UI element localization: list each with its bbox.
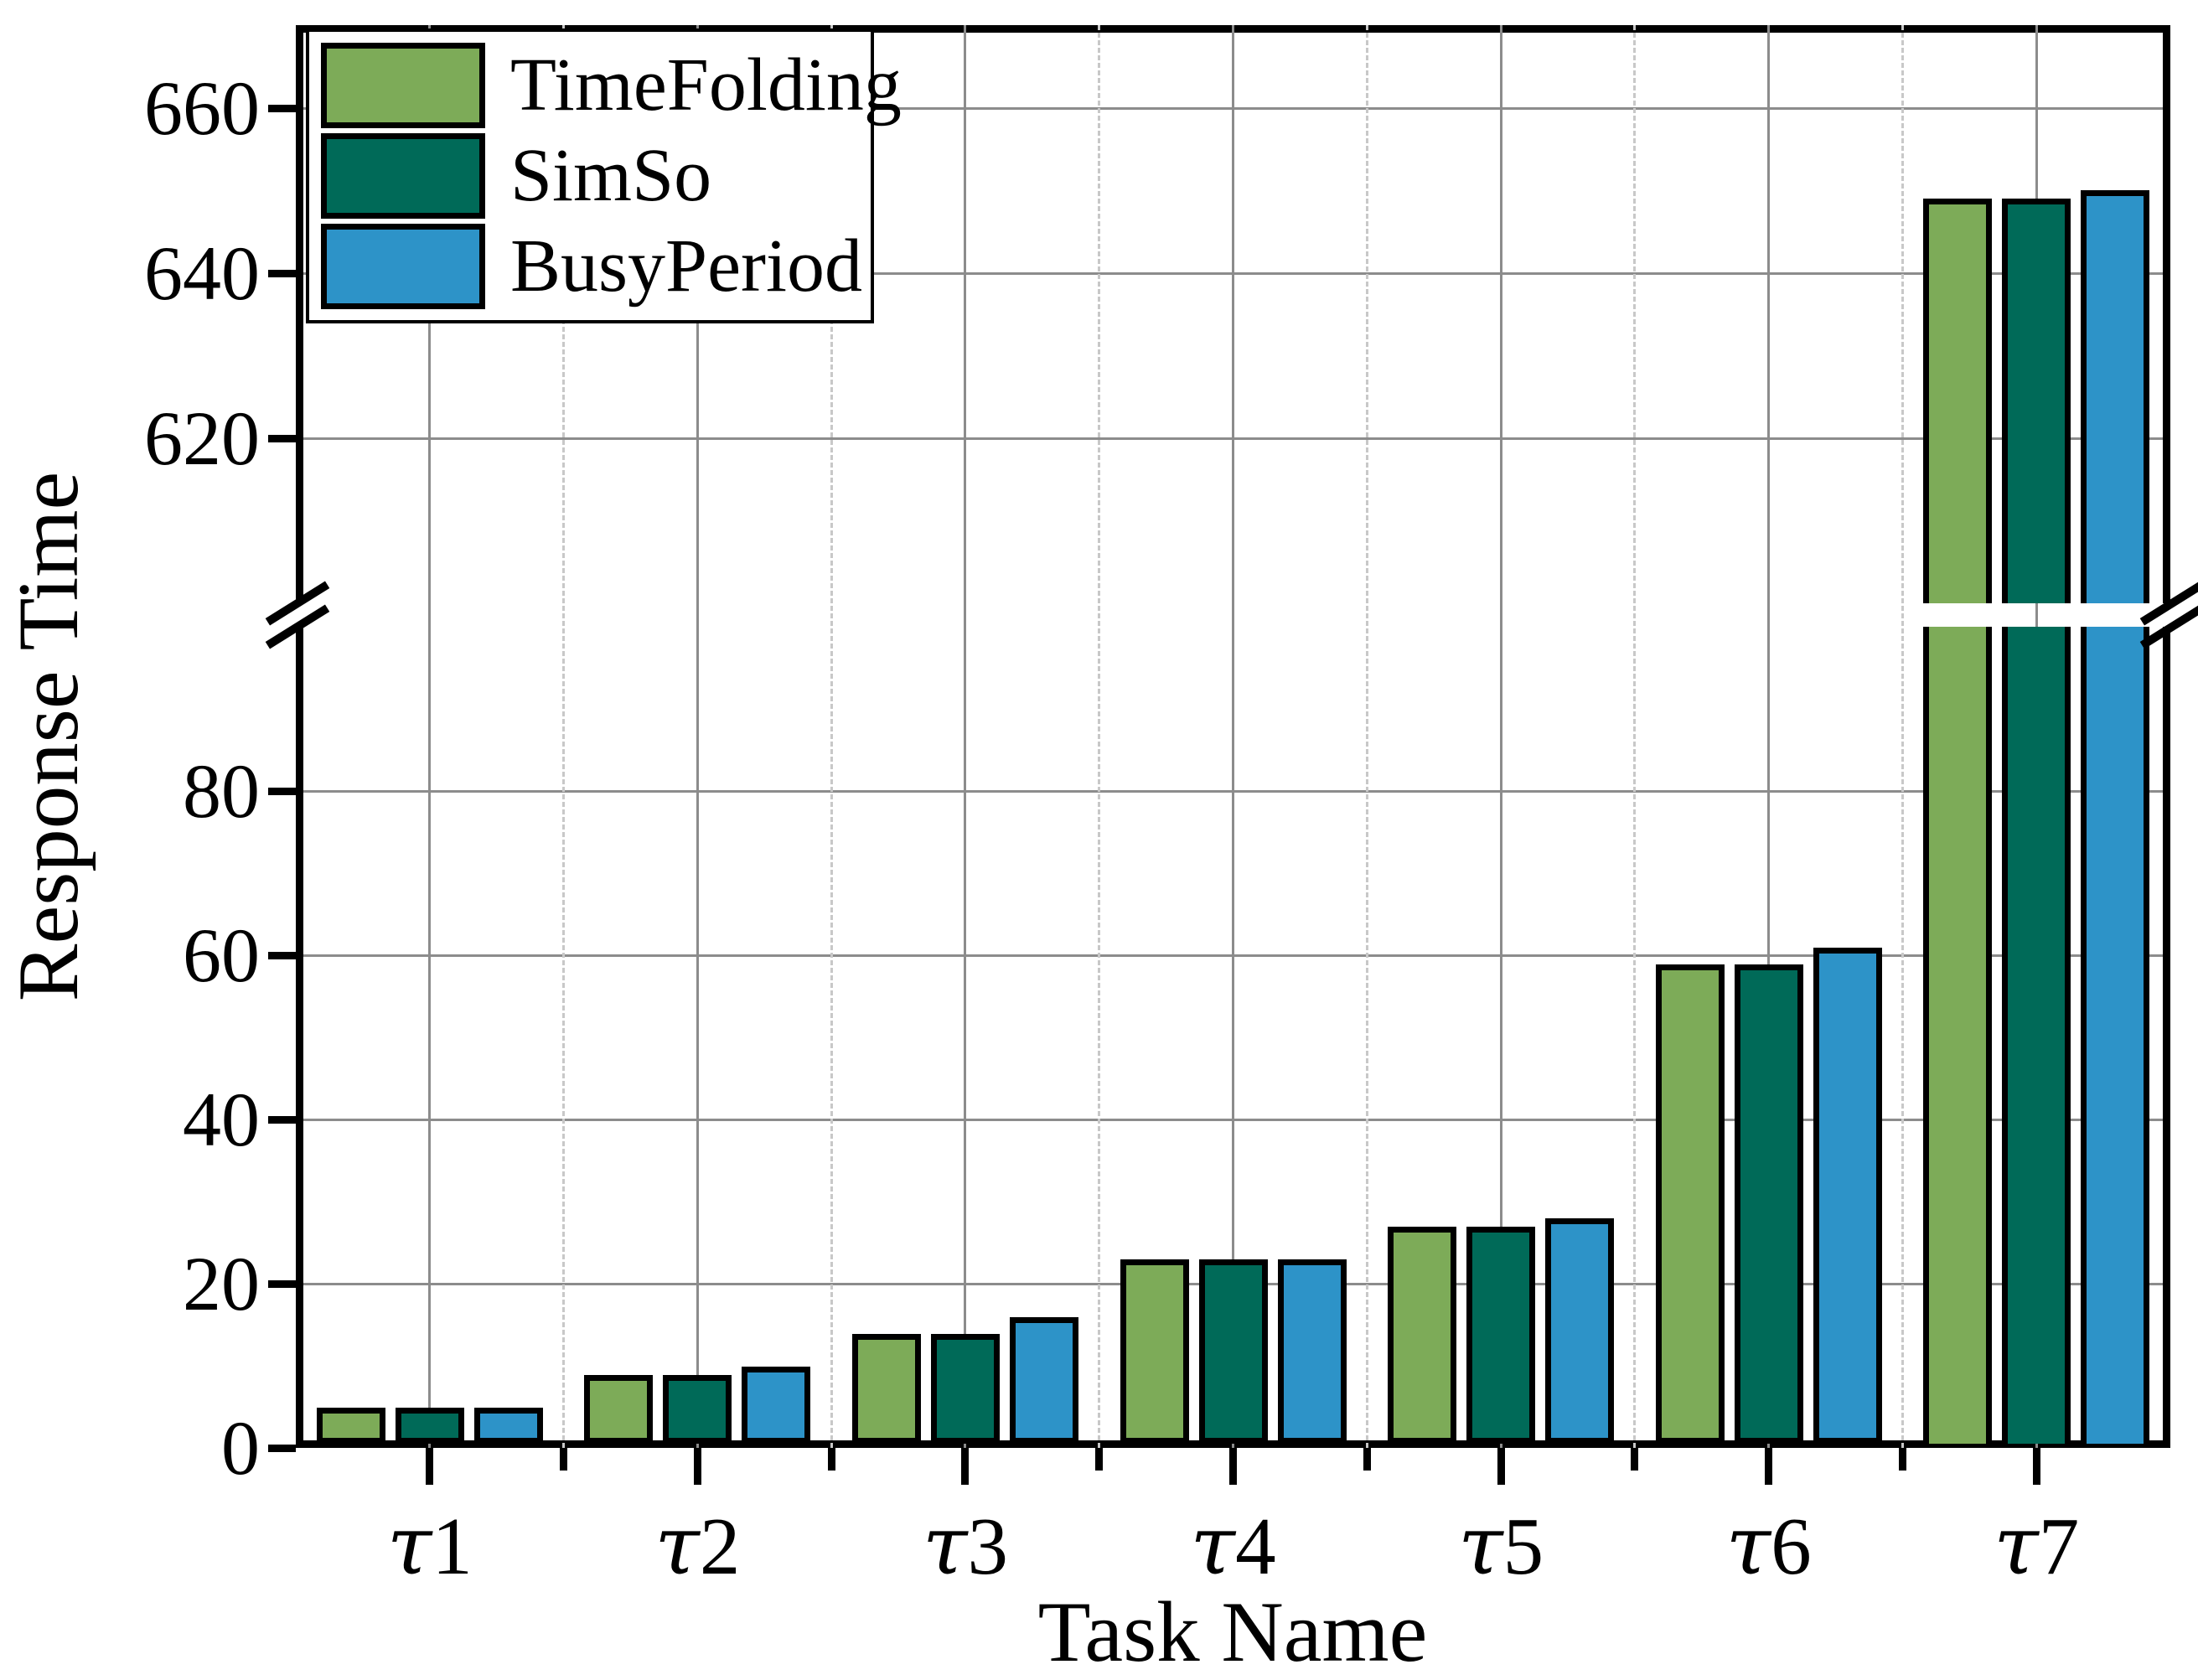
legend-item-TimeFolding: TimeFolding (321, 40, 902, 131)
tau-symbol: τ (1457, 1498, 1503, 1593)
plot-area (265, 25, 2198, 1448)
bar-τ6-SimSo (1734, 964, 1803, 1444)
y-tick-640 (268, 269, 296, 277)
y-tick-40 (268, 1116, 296, 1124)
tau-symbol: τ (654, 1498, 700, 1593)
x-tick-minor-5 (1631, 1448, 1639, 1471)
x-tick-label-τ4: τ4 (1190, 1498, 1276, 1593)
bar-top-τ7-SimSo (2002, 199, 2071, 603)
x-tick-major-τ4 (1229, 1448, 1237, 1485)
y-tick-0 (268, 1445, 296, 1452)
y-tick-620 (268, 434, 296, 442)
bar-τ4-TimeFolding (1120, 1259, 1189, 1444)
bar-τ6-BusyPeriod (1813, 948, 1882, 1444)
y-tick-label-640: 640 (144, 230, 260, 316)
x-tick-label-τ5: τ5 (1457, 1498, 1544, 1593)
legend-swatch-BusyPeriod (321, 224, 485, 309)
bar-τ3-BusyPeriod (1009, 1317, 1078, 1444)
x-tick-minor-1 (560, 1448, 568, 1471)
v-gridline-boundary-2 (830, 25, 833, 1448)
bar-τ1-TimeFolding (316, 1407, 385, 1444)
legend: TimeFolding SimSo BusyPeriod (306, 28, 902, 323)
v-gridline-center-τ4 (1232, 25, 1234, 1448)
legend-label-TimeFolding: TimeFolding (510, 44, 902, 127)
v-gridline-center-τ6 (1767, 25, 1771, 1448)
x-tick-major-τ2 (693, 1448, 701, 1485)
x-tick-major-τ7 (2032, 1448, 2040, 1485)
x-tick-minor-2 (827, 1448, 835, 1471)
bar-τ5-BusyPeriod (1545, 1218, 1615, 1444)
y-tick-80 (268, 788, 296, 795)
legend-item-SimSo: SimSo (321, 131, 871, 221)
legend-label-SimSo: SimSo (510, 134, 712, 217)
x-tick-major-τ1 (426, 1448, 434, 1485)
x-tick-label-τ3: τ3 (922, 1498, 1008, 1593)
tau-symbol: τ (386, 1498, 432, 1593)
tau-symbol: τ (1725, 1498, 1771, 1593)
y-tick-660 (268, 104, 296, 112)
x-tick-major-τ6 (1765, 1448, 1773, 1485)
v-gridline-boundary-4 (1365, 25, 1368, 1448)
bar-τ6-TimeFolding (1655, 964, 1725, 1444)
bar-τ3-TimeFolding (851, 1333, 921, 1444)
bar-τ2-BusyPeriod (742, 1366, 811, 1444)
bar-τ2-TimeFolding (584, 1374, 654, 1444)
legend-swatch-SimSo (321, 133, 485, 219)
y-tick-label-660: 660 (144, 65, 260, 151)
x-tick-minor-4 (1363, 1448, 1371, 1471)
legend-label-BusyPeriod: BusyPeriod (510, 225, 863, 308)
y-tick-label-40: 40 (183, 1077, 260, 1162)
v-gridline-center-τ5 (1499, 25, 1502, 1448)
bar-top-τ7-TimeFolding (1923, 199, 1993, 603)
tau-symbol: τ (1994, 1498, 2039, 1593)
right-spine (2163, 25, 2170, 1448)
y-tick-label-0: 0 (221, 1405, 260, 1491)
bar-τ7-SimSo (2002, 627, 2071, 1444)
bar-τ7-TimeFolding (1923, 627, 1993, 1444)
legend-swatch-TimeFolding (321, 43, 485, 128)
v-gridline-center-τ2 (696, 25, 699, 1448)
y-tick-label-80: 80 (183, 748, 260, 834)
bar-τ1-SimSo (395, 1407, 464, 1444)
x-axis-title: Task Name (1037, 1584, 1428, 1680)
bar-τ7-BusyPeriod (2081, 627, 2150, 1444)
bar-τ5-TimeFolding (1388, 1227, 1457, 1444)
tau-symbol: τ (922, 1498, 968, 1593)
v-gridline-boundary-5 (1633, 25, 1637, 1448)
x-tick-label-τ7: τ7 (1994, 1498, 2080, 1593)
legend-item-BusyPeriod: BusyPeriod (321, 221, 871, 312)
x-tick-major-τ3 (961, 1448, 970, 1485)
v-gridline-boundary-3 (1098, 25, 1101, 1448)
y-tick-label-20: 20 (183, 1241, 260, 1326)
y-tick-label-60: 60 (183, 912, 260, 998)
v-gridline-boundary-6 (1901, 25, 1904, 1448)
v-gridline-boundary-1 (562, 25, 566, 1448)
v-gridline-center-τ1 (428, 25, 432, 1448)
v-gridline-center-τ3 (964, 25, 967, 1448)
x-tick-minor-6 (1898, 1448, 1906, 1471)
bar-τ1-BusyPeriod (473, 1407, 543, 1444)
x-tick-label-τ2: τ2 (654, 1498, 741, 1593)
y-tick-20 (268, 1280, 296, 1288)
left-spine (296, 25, 303, 1448)
y-axis-title: Response Time (1, 471, 96, 1002)
bar-τ3-SimSo (930, 1333, 1000, 1444)
x-tick-minor-3 (1095, 1448, 1104, 1471)
y-tick-60 (268, 952, 296, 959)
y-tick-label-620: 620 (144, 395, 260, 481)
x-tick-label-τ6: τ6 (1725, 1498, 1812, 1593)
bar-τ4-BusyPeriod (1277, 1259, 1347, 1444)
tau-symbol: τ (1190, 1498, 1236, 1593)
x-tick-label-τ1: τ1 (386, 1498, 473, 1593)
bar-τ5-SimSo (1466, 1227, 1536, 1444)
bar-top-τ7-BusyPeriod (2081, 190, 2150, 603)
bar-τ2-SimSo (663, 1374, 732, 1444)
bar-τ4-SimSo (1198, 1259, 1268, 1444)
x-tick-major-τ5 (1497, 1448, 1505, 1485)
